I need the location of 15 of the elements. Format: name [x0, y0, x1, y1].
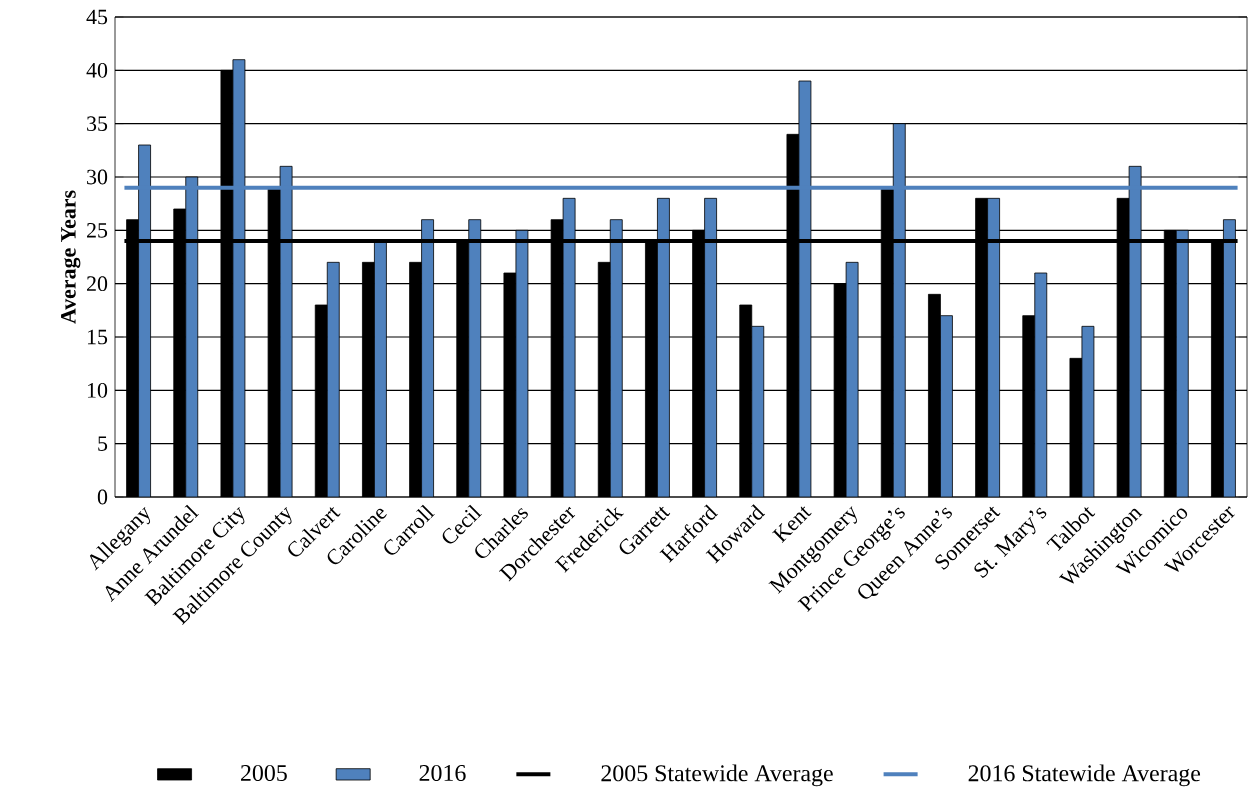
legend-label: 2005	[241, 764, 287, 782]
y-axis-title: Average Years	[61, 190, 81, 324]
y-tick-label: 15	[87, 329, 108, 345]
y-tick-label: 30	[87, 169, 108, 185]
y-tick-label: 45	[86, 9, 108, 25]
legend-label: 2016	[419, 764, 466, 782]
y-tick-label: 10	[87, 382, 108, 398]
y-tick-label: 35	[87, 116, 108, 132]
y-tick-label: 5	[98, 436, 108, 451]
legend-label: 2005 Statewide Average	[601, 764, 833, 787]
y-tick-label: 20	[87, 276, 108, 292]
y-tick-label: 40	[86, 62, 108, 78]
legend-label: 2016 Statewide Average	[968, 764, 1201, 787]
y-tick-label: 0	[97, 489, 108, 505]
y-tick-label: 25	[87, 222, 108, 238]
